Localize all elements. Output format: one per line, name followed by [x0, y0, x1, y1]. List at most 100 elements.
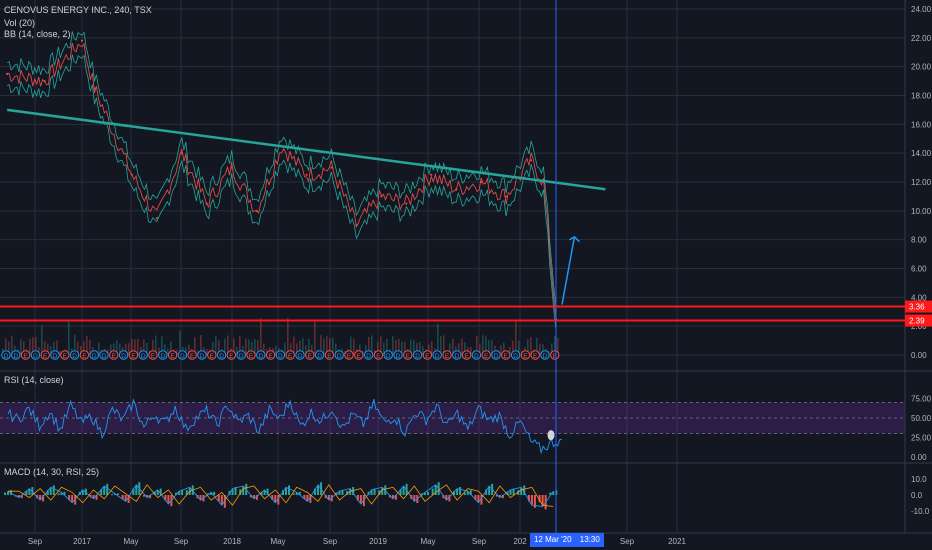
earnings-marker[interactable]: E	[305, 350, 315, 360]
dividend-marker[interactable]: D	[383, 350, 393, 360]
dividend-marker[interactable]: D	[158, 350, 168, 360]
earnings-marker[interactable]: E	[324, 350, 335, 360]
dividend-marker[interactable]: D	[138, 350, 148, 360]
dividend-marker[interactable]: D	[50, 350, 60, 360]
earnings-marker[interactable]: E	[520, 350, 531, 360]
dividend-marker[interactable]: D	[69, 350, 80, 360]
dividend-marker[interactable]: D	[11, 350, 21, 360]
marker-letter: D	[386, 353, 391, 360]
dividend-marker[interactable]: D	[363, 350, 374, 360]
rsi-marker	[547, 430, 555, 441]
macd-histogram-bar	[210, 492, 213, 495]
marker-circle	[158, 350, 168, 360]
dividend-marker[interactable]: D	[118, 350, 129, 360]
volume-bar	[557, 338, 559, 355]
dividend-marker[interactable]: D	[256, 350, 266, 360]
price-tick-label: 0.00	[911, 351, 927, 360]
earnings-marker[interactable]: E	[187, 350, 197, 360]
dividend-marker[interactable]: D	[177, 350, 188, 360]
earnings-marker[interactable]: E	[207, 350, 217, 360]
earnings-marker[interactable]: E	[128, 350, 139, 360]
price-point	[230, 166, 233, 169]
macd-histogram-bar	[28, 489, 31, 495]
volume-bar	[158, 347, 160, 355]
earnings-marker[interactable]: E	[530, 350, 540, 360]
symbol-legend[interactable]: CENOVUS ENERGY INC., 240, TSX	[4, 5, 152, 15]
earnings-marker[interactable]: E	[246, 350, 256, 360]
volume-bar	[218, 340, 220, 355]
dividend-marker[interactable]: D	[1, 350, 11, 360]
dividend-marker[interactable]: D	[295, 350, 305, 360]
dividend-marker[interactable]: D	[275, 350, 286, 360]
macd-histogram-bar	[527, 495, 530, 502]
earnings-marker[interactable]: E	[40, 350, 50, 360]
macd-histogram-bar	[517, 490, 520, 495]
marker-letter: E	[23, 353, 28, 360]
earnings-marker[interactable]: E	[60, 350, 70, 360]
dividend-marker[interactable]: D	[197, 350, 207, 360]
dividend-marker[interactable]: D	[432, 350, 442, 360]
dividend-marker[interactable]: D	[393, 350, 403, 360]
dividend-marker[interactable]: D	[471, 350, 482, 360]
earnings-marker[interactable]: E	[461, 350, 472, 360]
earnings-marker[interactable]: E	[109, 350, 119, 360]
macd-histogram-bar	[538, 495, 541, 503]
macd-histogram-bar	[549, 492, 552, 495]
dividend-marker[interactable]: D	[334, 350, 344, 360]
earnings-marker[interactable]: E	[167, 350, 178, 360]
earnings-marker[interactable]: E	[148, 350, 158, 360]
volume-bar	[131, 338, 133, 355]
dividend-marker[interactable]: D	[491, 350, 501, 360]
earnings-marker[interactable]: E	[344, 350, 354, 360]
bb-legend[interactable]: BB (14, close, 2)	[4, 29, 71, 39]
dividend-marker[interactable]: D	[216, 350, 227, 360]
volume-bar	[431, 341, 433, 355]
dividend-marker[interactable]: D	[89, 350, 99, 360]
earnings-marker[interactable]: E	[481, 350, 491, 360]
marker-letter: D	[396, 353, 401, 360]
drawings[interactable]	[0, 108, 905, 322]
marker-circle	[256, 350, 266, 360]
earnings-marker[interactable]: E	[265, 350, 276, 360]
macd-histogram-bar	[266, 488, 269, 495]
rsi-legend[interactable]: RSI (14, close)	[4, 375, 64, 385]
marker-circle	[383, 350, 393, 360]
volume-bar	[161, 336, 163, 355]
earnings-marker[interactable]: E	[226, 350, 237, 360]
dividend-marker[interactable]: D	[510, 350, 521, 360]
volume-bar	[491, 340, 493, 355]
dividend-marker[interactable]: D	[452, 350, 462, 360]
dividend-marker[interactable]: D	[30, 350, 41, 360]
volume-bar	[134, 339, 136, 355]
macd-histogram-bar	[381, 487, 384, 495]
volume-legend[interactable]: Vol (20)	[4, 18, 36, 28]
earnings-marker[interactable]: E	[403, 350, 413, 360]
dividend-marker[interactable]: D	[236, 350, 246, 360]
macd-histogram-bar	[17, 495, 20, 498]
earnings-marker[interactable]: E	[79, 350, 90, 360]
marker-letter: E	[190, 353, 195, 360]
dividend-marker[interactable]: D	[540, 350, 550, 360]
earnings-marker[interactable]: E	[354, 350, 364, 360]
earnings-marker[interactable]: E	[373, 350, 384, 360]
earnings-marker[interactable]: E	[285, 350, 295, 360]
dividend-marker[interactable]: D	[412, 350, 423, 360]
macd-histogram-bar	[488, 486, 491, 495]
macd-legend[interactable]: MACD (14, 30, RSI, 25)	[4, 467, 100, 477]
volume-bar	[458, 343, 460, 355]
volume-bar	[479, 343, 481, 355]
marker-circle	[138, 350, 148, 360]
dividend-marker[interactable]: D	[99, 350, 109, 360]
earnings-marker[interactable]: E	[550, 350, 560, 360]
earnings-marker[interactable]: E	[501, 350, 511, 360]
earnings-marker[interactable]: E	[20, 350, 31, 360]
dividend-marker[interactable]: D	[314, 350, 325, 360]
rsi-tick-label: 25.00	[911, 434, 932, 443]
volume-bar	[539, 343, 541, 355]
volume-bar	[224, 338, 226, 355]
earnings-marker[interactable]: E	[422, 350, 433, 360]
earnings-marker[interactable]: E	[442, 350, 452, 360]
